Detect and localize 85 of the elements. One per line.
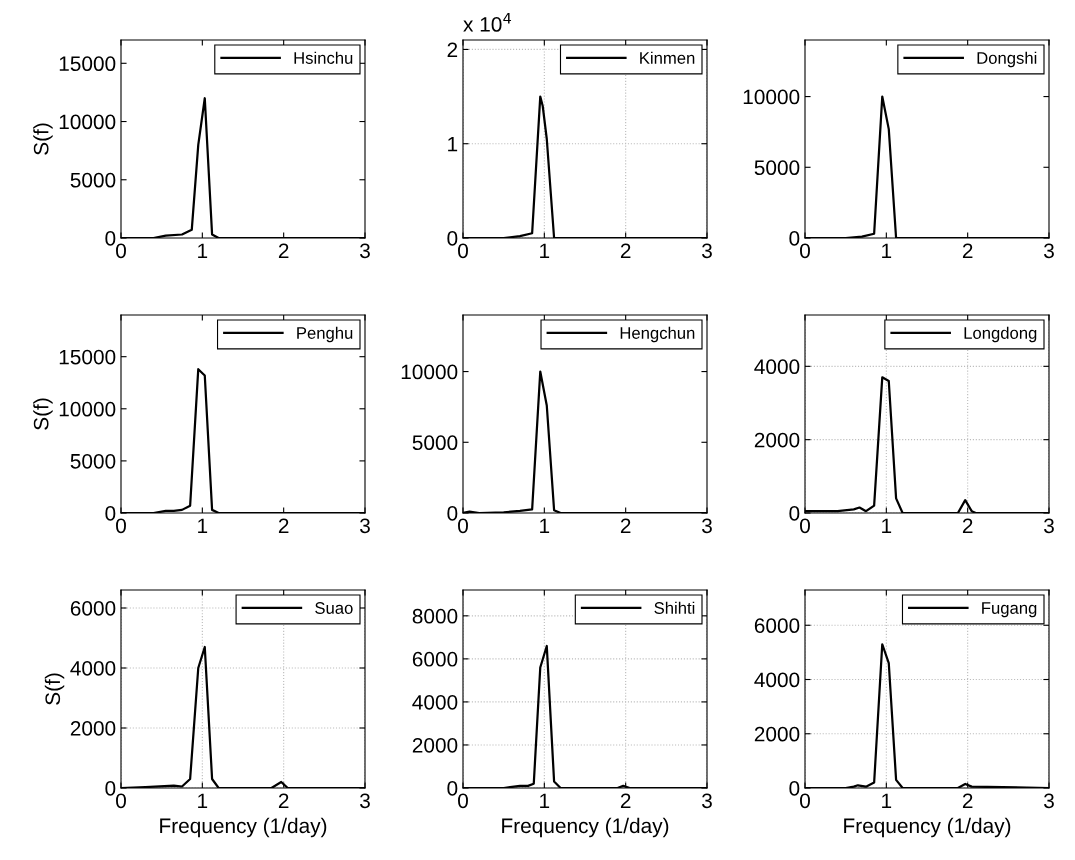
y-tick-label: 6000 <box>754 618 800 634</box>
x-tick-label: 1 <box>540 518 550 533</box>
x-tick-label: 1 <box>198 518 208 533</box>
y-tick-label: 5000 <box>70 453 116 469</box>
x-tick-label: 0 <box>800 793 810 809</box>
x-tick-label: 2 <box>278 518 289 533</box>
y-tick-label: 0 <box>789 781 800 796</box>
x-tick-label: 2 <box>962 243 973 258</box>
y-tick-label: 0 <box>105 506 116 521</box>
x-tick-label: 1 <box>198 243 208 258</box>
legend-label: Suao <box>315 602 353 614</box>
x-tick-label: 0 <box>458 793 468 809</box>
y-tick-label: 6000 <box>412 651 458 667</box>
y-tick-label: 10000 <box>59 114 116 130</box>
y-tick-label: 2000 <box>754 432 800 448</box>
x-tick-label: 0 <box>800 243 810 259</box>
y-tick-label: 2000 <box>412 737 458 753</box>
y-tick-label: 0 <box>447 781 458 796</box>
x-tick-label: 1 <box>882 518 892 533</box>
x-axis-title: Frequency (1/day) <box>844 817 1011 838</box>
x-tick-label: 1 <box>540 793 550 808</box>
x-tick-label: 0 <box>458 518 468 534</box>
x-tick-label: 3 <box>360 793 370 809</box>
y-tick-label: 2000 <box>754 726 800 742</box>
x-tick-label: 1 <box>540 243 550 258</box>
x-tick-label: 0 <box>800 518 810 534</box>
y-tick-label: 0 <box>447 506 458 521</box>
y-axis-title: S(f) <box>44 673 65 705</box>
x-tick-label: 1 <box>882 243 892 258</box>
y-tick-label: 5000 <box>412 435 458 451</box>
legend-label: Penghu <box>297 326 353 343</box>
x-tick-label: 2 <box>620 518 631 533</box>
y-tick-label: 10000 <box>401 364 458 380</box>
x-tick-label: 0 <box>458 243 468 259</box>
legend-label: Hengchun <box>620 326 695 343</box>
y-tick-label: 4000 <box>754 672 800 688</box>
y-axis-title: S(f) <box>33 123 53 155</box>
y-axis-title: S(f) <box>33 398 53 430</box>
y-tick-label: 2 <box>447 42 458 57</box>
x-tick-label: 3 <box>1044 518 1054 534</box>
x-tick-label: 2 <box>962 793 973 808</box>
y-tick-label: 8000 <box>412 608 458 624</box>
x-tick-label: 3 <box>702 793 712 809</box>
x-tick-label: 2 <box>620 243 631 258</box>
y-tick-label: 15000 <box>59 349 116 365</box>
x-tick-label: 3 <box>1044 243 1054 259</box>
x-tick-label: 0 <box>116 243 126 259</box>
text: x 10$^{4}$ <box>463 12 512 32</box>
x-axis-title: Frequency (1/day) <box>502 817 669 838</box>
y-tick-label: 4000 <box>754 359 800 375</box>
y-tick-label: 10000 <box>743 89 800 105</box>
x-tick-label: 2 <box>962 518 973 533</box>
y-tick-label: 0 <box>105 231 116 246</box>
x-tick-label: 2 <box>278 243 289 258</box>
y-tick-label: 6000 <box>70 601 116 616</box>
x-tick-label: 0 <box>116 793 126 809</box>
x-tick-label: 0 <box>116 518 126 534</box>
y-tick-label: 10000 <box>59 401 116 417</box>
x-tick-label: 3 <box>360 518 370 534</box>
x-tick-label: 2 <box>620 793 631 808</box>
x-tick-label: 2 <box>278 793 289 808</box>
x-tick-label: 3 <box>702 518 712 534</box>
y-tick-label: 2000 <box>70 721 116 736</box>
legend-label: Kinmen <box>640 51 695 64</box>
y-tick-label: 0 <box>447 231 458 246</box>
x-tick-label: 3 <box>702 243 712 259</box>
y-tick-label: 4000 <box>412 694 458 710</box>
x-tick-label: 3 <box>360 243 370 259</box>
y-tick-label: 5000 <box>70 172 116 188</box>
y-tick-label: 1 <box>448 136 458 152</box>
y-tick-label: 0 <box>789 506 800 521</box>
y-tick-label: 4000 <box>70 661 116 676</box>
x-tick-label: 1 <box>198 793 208 808</box>
legend-label: Dongshi <box>977 51 1037 68</box>
legend-label: Longdong <box>964 326 1037 343</box>
legend-label: Fugang <box>982 602 1037 618</box>
y-tick-label: 15000 <box>59 56 116 72</box>
legend-label: Hsinchu <box>294 51 353 64</box>
legend-label: Shihti <box>654 601 695 614</box>
x-axis-title: Frequency (1/day) <box>160 817 327 838</box>
x-tick-label: 1 <box>882 793 892 808</box>
x-tick-label: 3 <box>1044 793 1054 809</box>
y-tick-label: 5000 <box>754 160 800 176</box>
y-tick-label: 0 <box>105 781 116 796</box>
y-tick-label: 0 <box>789 231 800 246</box>
